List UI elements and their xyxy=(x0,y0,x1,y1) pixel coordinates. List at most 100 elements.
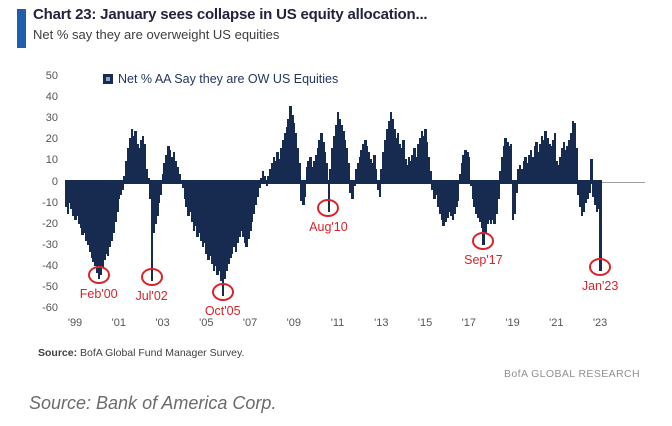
bar xyxy=(595,182,599,212)
source-note-text: BofA Global Fund Manager Survey. xyxy=(77,347,245,359)
x-tick-label: '19 xyxy=(505,317,520,329)
bar xyxy=(157,182,161,204)
bar xyxy=(318,139,321,182)
bar xyxy=(280,148,283,182)
bar xyxy=(528,154,531,182)
bar xyxy=(376,182,380,191)
bar xyxy=(252,182,256,214)
bar xyxy=(163,163,166,182)
bar xyxy=(125,160,128,182)
bar xyxy=(196,182,199,237)
bar xyxy=(449,182,453,216)
bar xyxy=(329,169,332,182)
page-caption: Source: Bank of America Corp. xyxy=(29,393,277,413)
bar xyxy=(161,173,165,182)
bar xyxy=(582,182,586,212)
bar xyxy=(588,182,591,193)
bar xyxy=(227,182,230,265)
bar xyxy=(508,146,511,182)
bar xyxy=(90,182,94,258)
bar xyxy=(278,158,281,182)
bar xyxy=(287,118,290,182)
bar xyxy=(281,139,285,182)
bar xyxy=(546,137,549,182)
x-tick-label: '09 xyxy=(286,317,301,329)
bar xyxy=(502,146,506,182)
bar xyxy=(145,169,148,182)
bar xyxy=(298,163,301,182)
annotation-label: Jan'23 xyxy=(581,278,619,293)
bar xyxy=(458,173,462,182)
bar xyxy=(548,144,551,182)
bar xyxy=(427,156,431,182)
y-tick-label: 0 xyxy=(51,175,58,188)
bar xyxy=(314,154,318,182)
bar xyxy=(110,182,114,242)
source-note: Source: BofA Global Fund Manager Survey. xyxy=(38,347,244,359)
bar xyxy=(378,182,382,197)
bar xyxy=(362,144,365,182)
bar xyxy=(435,182,438,195)
y-tick-label: 30 xyxy=(45,112,58,125)
bar xyxy=(101,182,104,269)
x-tick-label: '21 xyxy=(549,317,564,329)
bar xyxy=(460,163,464,182)
bar xyxy=(66,182,70,214)
bar xyxy=(482,182,485,246)
bar xyxy=(181,182,185,189)
bar xyxy=(593,182,597,206)
bar xyxy=(106,182,110,256)
bar xyxy=(497,182,500,199)
bar xyxy=(114,182,117,223)
bar xyxy=(396,133,400,182)
bar xyxy=(331,148,334,182)
bar xyxy=(405,165,409,182)
bar xyxy=(148,182,152,199)
bar xyxy=(272,156,276,182)
x-tick-label: '01 xyxy=(111,317,126,329)
bar xyxy=(117,182,121,199)
bar xyxy=(537,152,540,182)
bar xyxy=(108,182,112,248)
bar xyxy=(471,182,475,199)
bar xyxy=(491,182,495,220)
bar xyxy=(152,182,156,233)
bar xyxy=(498,171,502,182)
x-tick-label: '17 xyxy=(461,317,476,329)
bar xyxy=(139,139,143,182)
bar xyxy=(446,182,449,218)
bar xyxy=(201,182,205,248)
bar xyxy=(529,150,533,182)
bar xyxy=(402,139,405,182)
bar xyxy=(241,182,245,237)
annotation-label: Jul'02 xyxy=(135,289,168,304)
bar xyxy=(579,182,582,208)
bar xyxy=(81,182,84,235)
bar xyxy=(373,154,376,182)
bar xyxy=(480,182,484,229)
bar xyxy=(539,144,542,182)
bar xyxy=(354,169,358,182)
legend-label: Net % AA Say they are OW US Equities xyxy=(118,72,339,86)
bar xyxy=(167,146,170,182)
bar xyxy=(77,182,81,225)
bar xyxy=(380,169,383,182)
bar xyxy=(513,182,516,214)
bar xyxy=(178,173,181,182)
annotation-circle xyxy=(87,266,110,285)
y-tick-label: -30 xyxy=(42,238,58,251)
bar xyxy=(199,182,203,242)
bar xyxy=(234,182,238,252)
bar xyxy=(294,133,298,182)
bar xyxy=(487,182,491,220)
bar xyxy=(342,131,345,182)
bar xyxy=(575,148,578,182)
x-tick-label: '23 xyxy=(592,317,608,329)
bar xyxy=(119,182,123,195)
bar xyxy=(473,182,476,208)
bar xyxy=(300,182,303,201)
bar xyxy=(97,182,101,280)
bar xyxy=(398,144,402,182)
bar xyxy=(198,182,201,233)
bar xyxy=(478,182,482,223)
